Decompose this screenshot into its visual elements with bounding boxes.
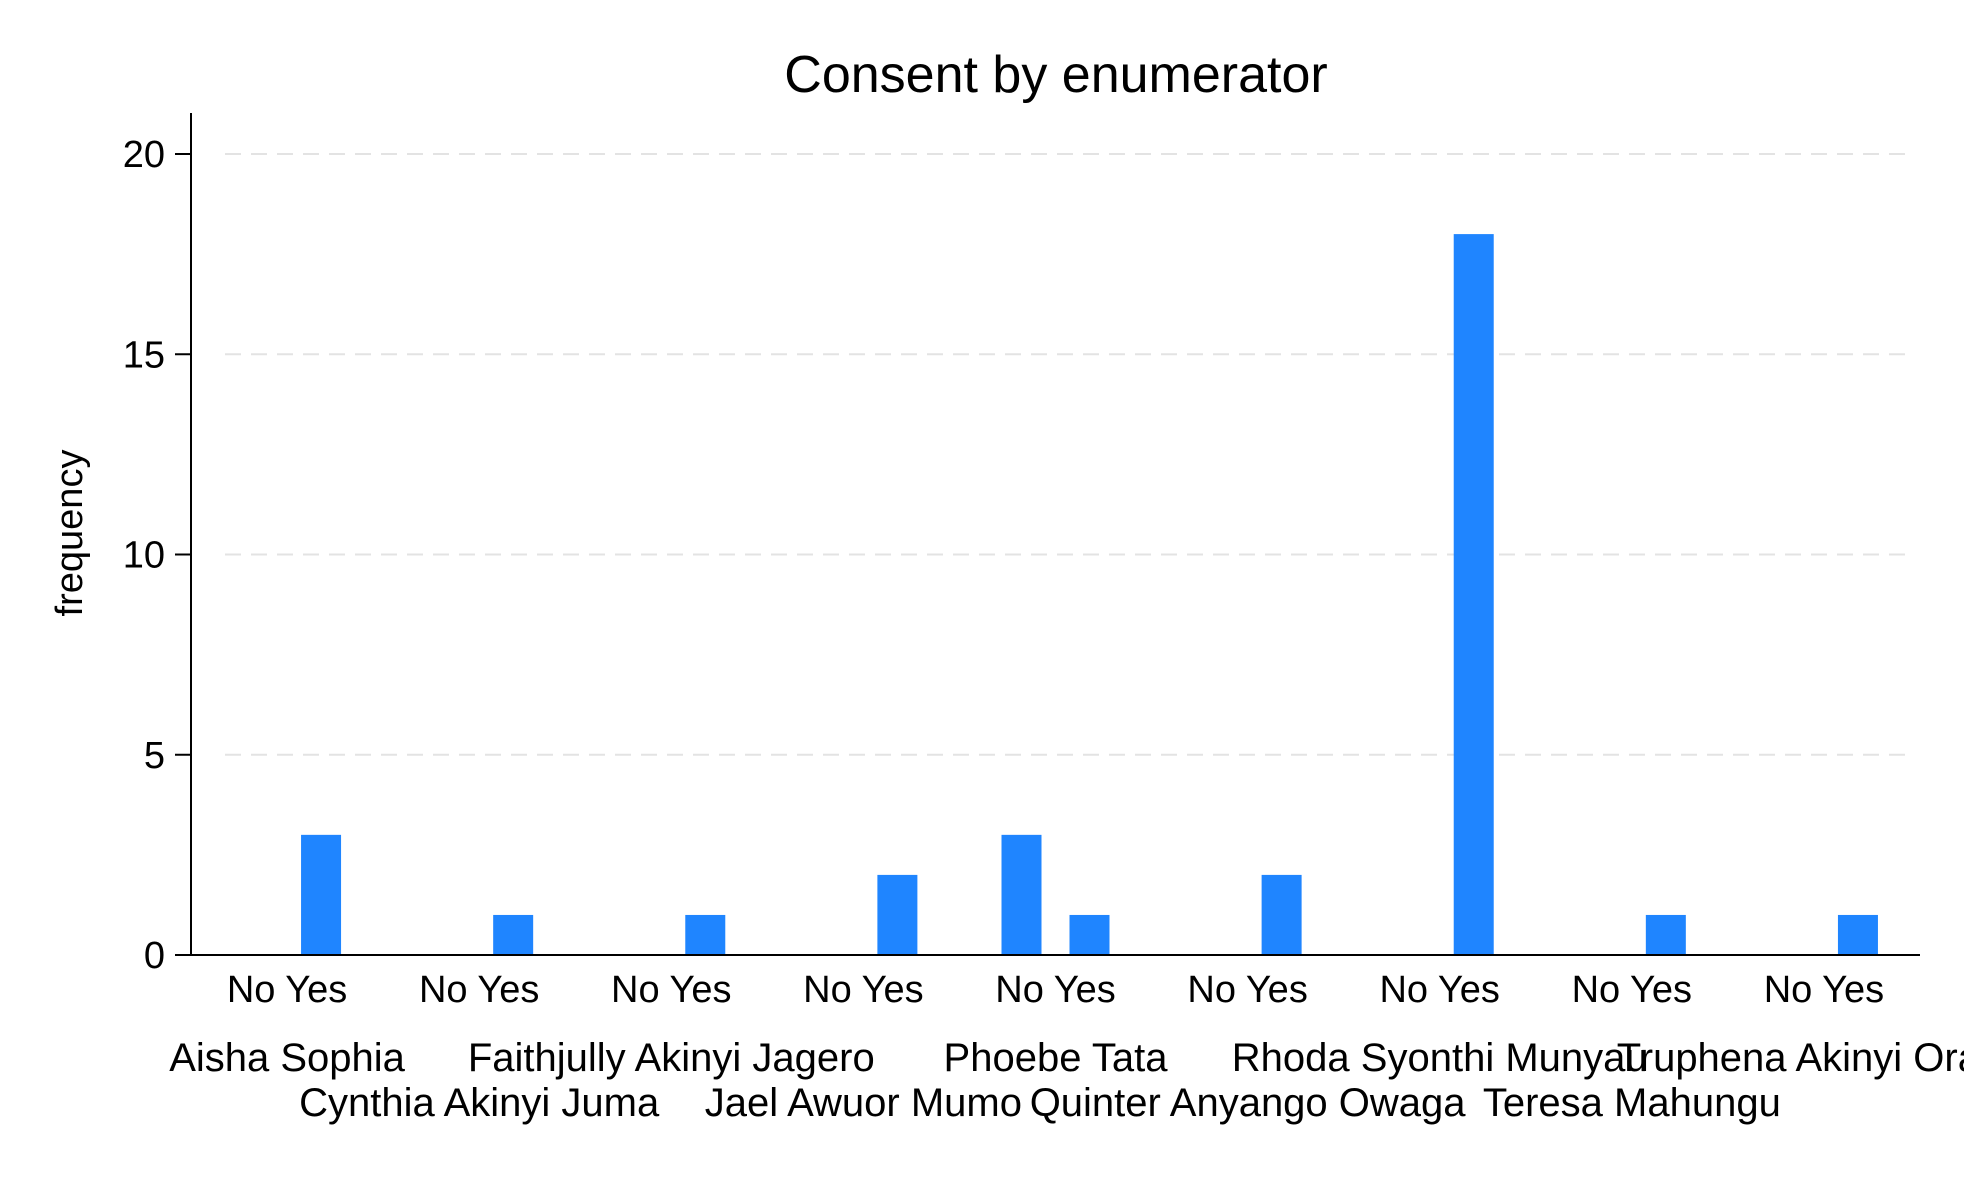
chart-title: Consent by enumerator bbox=[784, 46, 1327, 104]
x-group-label: Cynthia Akinyi Juma bbox=[299, 1081, 660, 1125]
gridlines bbox=[225, 153, 1912, 756]
x-sublabels: No Yes bbox=[227, 969, 347, 1011]
bars bbox=[301, 234, 1878, 956]
x-sublabels: No Yes bbox=[1764, 969, 1884, 1011]
x-group-label: Phoebe Tata bbox=[944, 1036, 1169, 1080]
bar-yes bbox=[1261, 874, 1302, 955]
x-sublabels: No Yes bbox=[611, 969, 731, 1011]
x-labels: No Yes Aisha Sophia No Yes Cynthia Akinyi J… bbox=[169, 969, 1964, 1125]
x-sublabel: No bbox=[1572, 969, 1621, 1011]
x-sublabel: Yes bbox=[1236, 969, 1308, 1011]
x-sublabels: No Yes bbox=[419, 969, 539, 1011]
bar-yes bbox=[685, 914, 726, 955]
x-sublabel: Yes bbox=[1044, 969, 1116, 1011]
x-sublabel: Yes bbox=[1428, 969, 1500, 1011]
y-tick-label: 10 bbox=[123, 535, 165, 577]
bar-yes bbox=[1837, 914, 1878, 955]
x-sublabel: Yes bbox=[852, 969, 924, 1011]
y-tick-label: 20 bbox=[123, 134, 165, 176]
x-sublabel: Yes bbox=[660, 969, 732, 1011]
y-ticks: 0 5 10 15 20 bbox=[123, 134, 191, 977]
x-sublabels: No Yes bbox=[1379, 969, 1499, 1011]
x-sublabels: No Yes bbox=[1572, 969, 1692, 1011]
y-axis-label: frequency bbox=[49, 450, 91, 617]
bar-yes bbox=[1069, 914, 1110, 955]
x-group-label: Faithjully Akinyi Jagero bbox=[468, 1036, 875, 1080]
x-sublabels: No Yes bbox=[1187, 969, 1307, 1011]
y-tick-label: 15 bbox=[123, 334, 165, 376]
bar-yes bbox=[493, 914, 534, 955]
x-sublabel: No bbox=[1187, 969, 1236, 1011]
x-group-label: Jael Awuor Mumo bbox=[705, 1081, 1022, 1125]
bar-yes bbox=[1645, 914, 1686, 955]
x-sublabel: No bbox=[1379, 969, 1428, 1011]
x-sublabel: Yes bbox=[468, 969, 540, 1011]
x-sublabel: No bbox=[803, 969, 852, 1011]
y-tick-label: 5 bbox=[144, 735, 165, 777]
x-sublabel: No bbox=[227, 969, 276, 1011]
x-sublabels: No Yes bbox=[803, 969, 923, 1011]
x-sublabel: No bbox=[611, 969, 660, 1011]
x-sublabel: No bbox=[419, 969, 468, 1011]
bar-yes bbox=[1453, 234, 1494, 956]
x-sublabel: Yes bbox=[1812, 969, 1884, 1011]
x-group-label: Truphena Akinyi Orachi bbox=[1617, 1036, 1964, 1080]
bar-no bbox=[1001, 834, 1042, 955]
x-sublabel: Yes bbox=[1620, 969, 1692, 1011]
x-sublabel: No bbox=[1764, 969, 1813, 1011]
bar-yes bbox=[877, 874, 918, 955]
x-sublabels: No Yes bbox=[995, 969, 1115, 1011]
x-sublabel: No bbox=[995, 969, 1044, 1011]
y-tick-label: 0 bbox=[144, 935, 165, 977]
x-sublabel: Yes bbox=[275, 969, 347, 1011]
x-group-label: Quinter Anyango Owaga bbox=[1030, 1081, 1467, 1125]
x-group-label: Aisha Sophia bbox=[169, 1036, 405, 1080]
x-group-label: Teresa Mahungu bbox=[1483, 1081, 1781, 1125]
x-group-label: Rhoda Syonthi Munyau bbox=[1232, 1036, 1648, 1080]
bar-yes bbox=[301, 834, 342, 955]
